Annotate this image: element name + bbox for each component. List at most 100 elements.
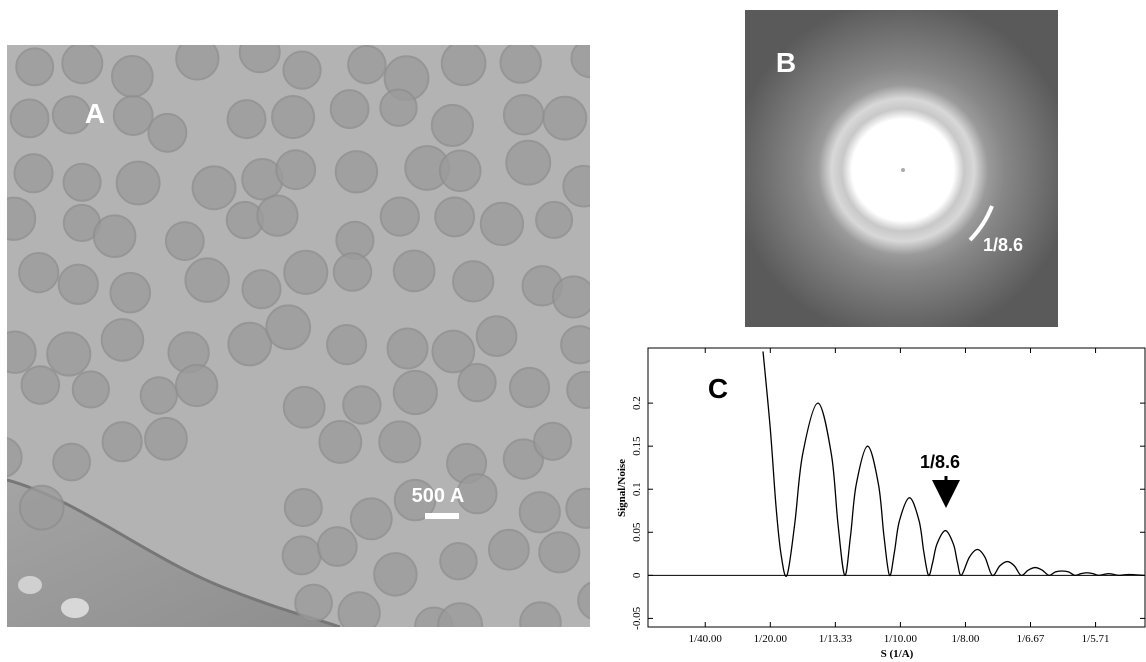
particle [508, 366, 551, 409]
particle [479, 201, 525, 247]
particle [456, 473, 498, 515]
x-tick-label: 1/6.67 [1017, 633, 1045, 645]
y-tick-label: 0.05 [631, 522, 643, 542]
particle [15, 47, 55, 87]
particle [577, 581, 590, 620]
particle [487, 528, 530, 571]
particle [337, 591, 381, 627]
particle [570, 45, 590, 79]
particle [431, 329, 476, 374]
particle [175, 363, 219, 408]
particle [256, 194, 299, 237]
particle [499, 45, 542, 84]
particle [294, 583, 333, 623]
particle [551, 275, 590, 319]
particle [52, 442, 92, 482]
particle [282, 50, 322, 90]
particle [62, 162, 102, 202]
annotation-arrow-head [932, 480, 960, 508]
particle [115, 160, 161, 206]
particle [282, 385, 326, 429]
spectrum-center [901, 168, 905, 172]
particle [438, 149, 482, 193]
x-tick-label: 1/20.00 [754, 633, 788, 645]
scale-bar-label: 500 A [412, 485, 465, 507]
particle [538, 531, 581, 574]
particle [430, 103, 474, 148]
particle [519, 601, 562, 627]
plot-frame [647, 347, 1146, 628]
x-axis-label: S (1/A) [881, 648, 914, 660]
y-axis-label: Signal/Noise [616, 459, 628, 517]
y-tick-label: 0.2 [631, 396, 643, 410]
particle [101, 421, 143, 463]
y-tick-label: 0 [631, 572, 643, 578]
particle [144, 416, 188, 461]
particle [332, 252, 373, 292]
particle [437, 602, 484, 627]
particle [373, 552, 418, 597]
particle [392, 249, 436, 293]
particle [560, 325, 590, 365]
particle [191, 165, 237, 211]
particle [439, 542, 478, 581]
particle [452, 260, 495, 303]
particle [329, 89, 370, 129]
particle [281, 535, 322, 576]
x-tick-label: 1/5.71 [1082, 633, 1110, 645]
y-tick-label: -0.05 [631, 606, 643, 629]
y-tick-label: 0.15 [631, 436, 643, 456]
particle [349, 497, 393, 541]
particle [502, 438, 545, 480]
scale-bar [425, 513, 459, 519]
particle [184, 257, 230, 303]
particle [440, 45, 487, 87]
particle [475, 315, 518, 357]
particle [378, 420, 422, 464]
particle [61, 45, 104, 85]
signal-curve [762, 351, 1144, 577]
particle [562, 164, 590, 208]
particle [112, 95, 154, 136]
particle [265, 304, 312, 351]
ring-marker [968, 205, 994, 242]
particle [342, 385, 382, 425]
particle [565, 487, 590, 529]
particle [18, 251, 60, 294]
particle [46, 331, 92, 377]
ice-blob [18, 576, 42, 594]
particle [326, 324, 368, 366]
particle [505, 139, 552, 186]
particle [7, 196, 37, 241]
particle [7, 437, 23, 478]
particle [518, 491, 561, 534]
particle [275, 149, 317, 191]
particle [566, 370, 590, 410]
particle [533, 421, 573, 461]
annotation: 1/8.6 [920, 452, 960, 472]
x-tick-label: 1/13.33 [819, 633, 853, 645]
particle [57, 263, 99, 305]
particle [238, 45, 281, 74]
y-tick-label: 0.1 [631, 482, 643, 496]
particle [379, 88, 418, 127]
particle [147, 112, 188, 153]
particle [7, 330, 37, 374]
power-spectrum [745, 10, 1058, 327]
particle [379, 196, 420, 237]
particle [283, 488, 323, 528]
particle [20, 365, 61, 405]
panel-label: C [708, 373, 728, 404]
particle [13, 153, 54, 194]
x-tick-label: 1/40.00 [689, 633, 723, 645]
micrograph [7, 45, 590, 627]
particle [334, 150, 379, 194]
particle [175, 45, 220, 81]
particle [283, 249, 329, 295]
particle [542, 95, 588, 141]
particle [227, 321, 273, 367]
ring-label: 1/8.6 [983, 235, 1023, 255]
chart: C 1/8.6 S (1/A) Signal/Noise -0.05 0 0.05 0… [616, 347, 1146, 660]
particle [92, 214, 137, 259]
